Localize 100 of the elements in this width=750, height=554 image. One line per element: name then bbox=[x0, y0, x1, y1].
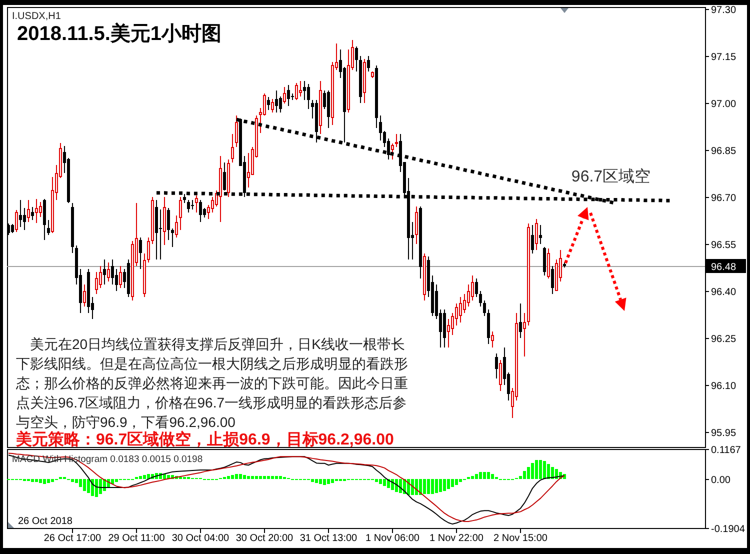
annotation: 96.7区域空 bbox=[571, 168, 651, 186]
bar bbox=[311, 479, 314, 482]
bar bbox=[235, 474, 238, 479]
candlestick bbox=[207, 204, 210, 220]
bar bbox=[143, 475, 146, 479]
candlestick bbox=[283, 86, 286, 104]
bar bbox=[479, 472, 482, 479]
bar bbox=[443, 479, 446, 491]
bar bbox=[427, 479, 430, 494]
x-tick-label: 1 Nov 22:00 bbox=[430, 533, 484, 544]
bar bbox=[327, 479, 330, 484]
bar bbox=[331, 479, 334, 483]
bar bbox=[555, 469, 558, 479]
candlestick bbox=[171, 228, 174, 248]
candlestick bbox=[191, 200, 194, 210]
y-tick-label: 95.95 bbox=[711, 428, 736, 439]
candlestick bbox=[547, 248, 550, 279]
bar bbox=[115, 479, 118, 482]
candlestick bbox=[19, 200, 22, 228]
candlestick bbox=[483, 300, 486, 316]
bar bbox=[459, 479, 462, 482]
bar bbox=[487, 472, 490, 479]
bar bbox=[491, 474, 494, 479]
candlestick bbox=[535, 218, 538, 251]
bar bbox=[267, 476, 270, 479]
candlestick bbox=[267, 96, 270, 110]
bar bbox=[83, 479, 86, 491]
candlestick bbox=[95, 272, 98, 295]
candlestick bbox=[539, 224, 542, 244]
bar bbox=[423, 479, 426, 494]
candlestick bbox=[111, 259, 114, 286]
candlestick bbox=[15, 210, 18, 233]
bar bbox=[535, 460, 538, 479]
candlestick bbox=[11, 223, 14, 234]
bar bbox=[243, 475, 246, 479]
bar bbox=[323, 479, 326, 485]
ref-line-label: 96.48 bbox=[711, 262, 736, 273]
candlestick bbox=[355, 46, 358, 72]
bar bbox=[315, 479, 318, 483]
bar bbox=[531, 463, 534, 479]
candlestick bbox=[499, 359, 502, 392]
bar bbox=[527, 467, 530, 479]
candlestick bbox=[139, 237, 142, 270]
x-tick-label: 1 Nov 06:00 bbox=[366, 533, 420, 544]
bar bbox=[75, 479, 78, 483]
y-tick-label: 97.15 bbox=[711, 52, 736, 63]
bar bbox=[51, 479, 54, 482]
x-tick-label: 2 Nov 15:00 bbox=[494, 533, 548, 544]
bar bbox=[435, 479, 438, 493]
bar bbox=[35, 479, 38, 482]
candlestick bbox=[531, 224, 534, 254]
bar bbox=[239, 474, 242, 479]
y-tick-label: 97.30 bbox=[711, 5, 736, 16]
candlestick bbox=[415, 206, 418, 244]
bar bbox=[255, 476, 258, 479]
candlestick bbox=[147, 237, 150, 264]
y-tick-label: 96.70 bbox=[711, 193, 736, 204]
y-tick-label: 96.85 bbox=[711, 146, 736, 157]
candlestick bbox=[195, 194, 198, 214]
y-tick-label: 96.10 bbox=[711, 381, 736, 392]
y-tick-label: 96.55 bbox=[711, 240, 736, 251]
bar bbox=[87, 479, 90, 493]
candlestick bbox=[379, 114, 382, 141]
candlestick bbox=[299, 80, 302, 98]
candlestick bbox=[107, 262, 110, 282]
candlestick bbox=[495, 353, 498, 380]
y-tick-label: 96.40 bbox=[711, 287, 736, 298]
bar bbox=[399, 479, 402, 493]
y-tick-label: 97.00 bbox=[711, 99, 736, 110]
candlestick bbox=[303, 80, 306, 100]
bar bbox=[163, 474, 166, 479]
bar bbox=[79, 479, 82, 487]
bar bbox=[247, 476, 250, 479]
candlestick bbox=[279, 96, 282, 113]
bar bbox=[543, 461, 546, 479]
bar bbox=[279, 476, 282, 479]
candlestick bbox=[475, 278, 478, 298]
bar bbox=[319, 479, 322, 484]
bar bbox=[71, 479, 74, 482]
bar bbox=[95, 479, 98, 497]
candlestick bbox=[47, 219, 50, 236]
candlestick bbox=[159, 208, 162, 260]
bar bbox=[259, 476, 262, 479]
candlestick bbox=[447, 318, 450, 348]
annotation: 26 Oct 2018 bbox=[18, 516, 73, 527]
candlestick bbox=[543, 246, 546, 276]
candlestick bbox=[455, 302, 458, 326]
bar bbox=[471, 476, 474, 479]
candlestick bbox=[167, 207, 170, 240]
annotation: 美元策略：96.7区域做空，止损96.9，目标96.2,96.00 bbox=[15, 430, 394, 448]
x-tick-label: 29 Oct 11:00 bbox=[108, 533, 166, 544]
candlestick bbox=[235, 114, 238, 148]
candlestick bbox=[519, 302, 522, 338]
candlestick bbox=[27, 200, 30, 222]
candlestick bbox=[179, 196, 182, 230]
bar bbox=[379, 479, 382, 484]
bar bbox=[111, 479, 114, 484]
bar bbox=[419, 479, 422, 495]
bar bbox=[251, 476, 254, 479]
candlestick bbox=[459, 296, 462, 323]
